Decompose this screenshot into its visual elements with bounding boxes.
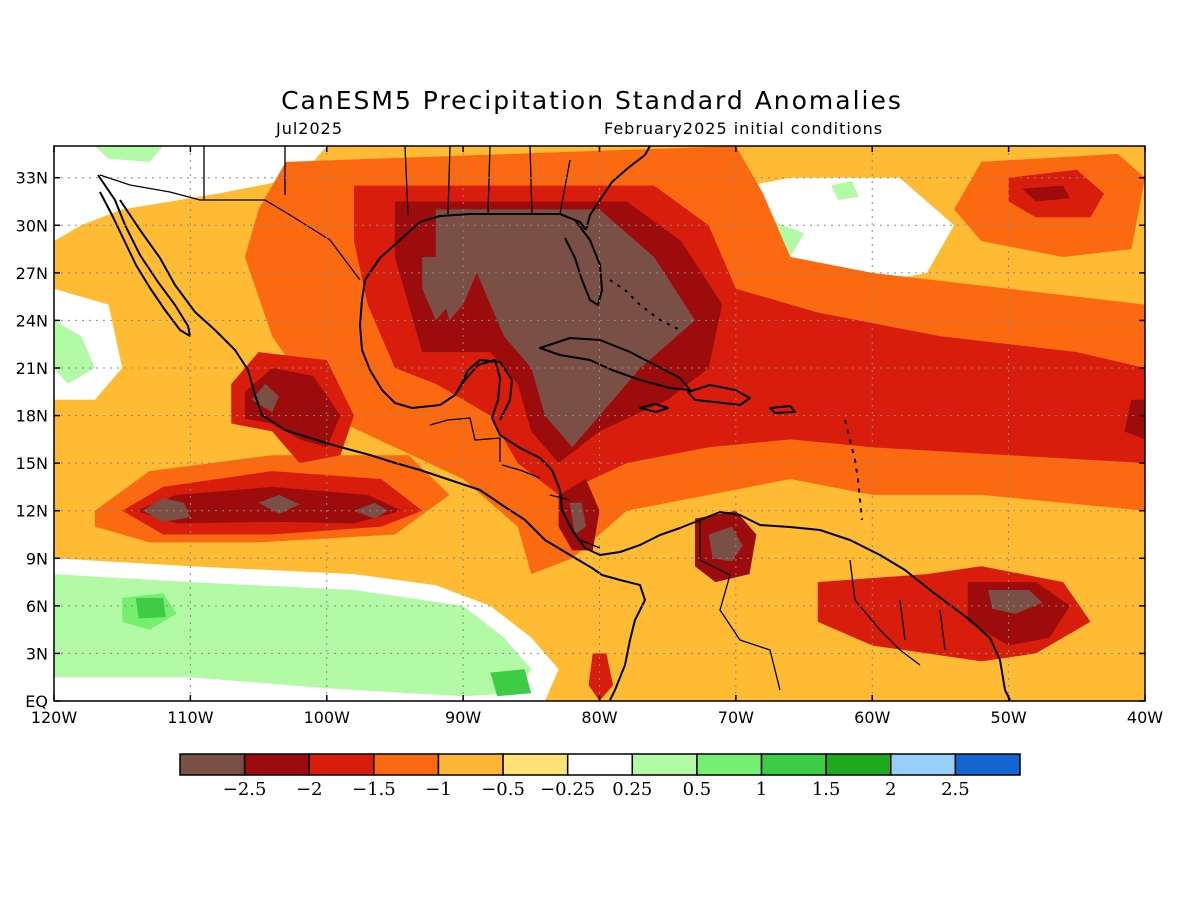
colorbar-swatch (566, 753, 634, 776)
valid-month-label: Jul2025 (276, 119, 344, 138)
colorbar-swatch (890, 753, 957, 776)
colorbar-swatch (631, 753, 698, 776)
anomaly-region-pacific-itcz-core-c (354, 502, 389, 519)
puerto-rico (769, 405, 796, 414)
anomaly-region-pacific-itcz-core-b (258, 494, 300, 514)
lesser-antilles (844, 419, 863, 521)
jamaica (639, 403, 669, 413)
colorbar-swatch (243, 753, 310, 776)
colorbar-label: −2 (296, 779, 323, 800)
lon-tick-label: 70W (718, 708, 754, 727)
anomaly-region-baja-green (54, 320, 95, 384)
florida (559, 213, 603, 306)
colorbar-swatch (373, 753, 440, 776)
anomaly-region-atlantic-green-small (831, 180, 859, 200)
lon-tick-label: 60W (854, 708, 890, 727)
colorbar-swatch (179, 753, 246, 776)
lon-tick-label: 110W (167, 708, 214, 727)
anomaly-region-guiana-core (988, 590, 1043, 614)
lat-tick-label: 24N (16, 311, 48, 330)
anomaly-region-sw-us-green (94, 146, 164, 162)
colorbar-swatch (760, 753, 827, 776)
lon-tick-label: 120W (31, 708, 78, 727)
colorbar-swatch (437, 753, 504, 776)
lat-tick-label: 21N (16, 359, 48, 378)
lon-tick-label: 40W (1127, 708, 1163, 727)
colorbar-label: −1.5 (352, 779, 396, 800)
guiana-borders (899, 599, 946, 651)
pacific-coast (119, 199, 646, 701)
us-state-lines (203, 146, 571, 216)
lon-tick-label: 100W (304, 708, 351, 727)
colorbar-swatch (696, 753, 763, 776)
colorbar-label: 0.25 (612, 779, 652, 800)
anomaly-region-ecuador-red (588, 653, 614, 701)
gulf-coast (359, 213, 587, 421)
lat-tick-label: 3N (26, 644, 48, 663)
lon-tick-label: 50W (991, 708, 1027, 727)
south-america-coast (699, 511, 1011, 701)
anomaly-region-atlantic-ne-3 (1022, 185, 1070, 202)
graticule (54, 146, 1145, 701)
lat-tick-label: 30N (16, 216, 48, 235)
lat-tick-label: 12N (16, 502, 48, 521)
colorbar-label: −0.5 (481, 779, 525, 800)
anomaly-region-mexico-west-core (251, 383, 279, 413)
us-east-coast (585, 146, 651, 231)
colorbar-label: −1 (425, 779, 452, 800)
anomaly-region-pacific-green-light (54, 574, 532, 697)
anomaly-region-pacific-green-dark-b (490, 669, 532, 697)
colorbar-label: 1.5 (812, 779, 841, 800)
mexico-guatemala-border (429, 417, 501, 462)
us-mexico-border (99, 174, 361, 281)
map-title: CanESM5 Precipitation Standard Anomalies (281, 86, 903, 115)
anomaly-region-sw-us-white (54, 146, 327, 242)
lon-tick-label: 90W (445, 708, 481, 727)
anomaly-region-venezuela-core (708, 526, 743, 562)
central-america-caribbean (551, 469, 701, 556)
anomaly-region-gulf-of-mexico-core (435, 209, 695, 448)
colombia-venezuela-border (699, 520, 781, 691)
lat-tick-label: 9N (26, 549, 48, 568)
initial-conditions-label: February2025 initial conditions (604, 119, 884, 138)
lat-tick-label: 27N (16, 264, 48, 283)
colorbar-label: 1 (756, 779, 767, 800)
colorbar-swatch (502, 753, 569, 776)
colorbar-label: 2.5 (941, 779, 970, 800)
colorbar-label: −0.25 (540, 779, 595, 800)
hispaniola (687, 384, 751, 406)
colorbar-label: 2 (885, 779, 896, 800)
venezuela-guyana-border (849, 559, 921, 666)
anomaly-field (54, 146, 1145, 701)
colorbar: −2.5 −2 −1.5 −1 −0.5 −0.25 0.25 0.5 1 1.5 2 2.5 (179, 753, 1021, 800)
colorbar-swatch (825, 753, 892, 776)
lat-tick-label: 15N (16, 454, 48, 473)
anomaly-region-sw-atlantic-e-darkred (1124, 399, 1145, 440)
yucatan-coast (454, 359, 553, 471)
coastlines (97, 146, 1011, 701)
cuba (539, 337, 691, 391)
lat-tick-label: 6N (26, 597, 48, 616)
colorbar-swatch (954, 753, 1021, 776)
lat-tick-label: EQ (25, 692, 48, 711)
central-america-borders (501, 464, 601, 549)
lon-tick-label: 80W (581, 708, 617, 727)
anomaly-region-pacific-itcz-core-a (142, 498, 191, 522)
colorbar-label: 0.5 (683, 779, 712, 800)
anomaly-region-pacific-green-dark-a (135, 597, 166, 619)
colorbar-label: −2.5 (223, 779, 267, 800)
lat-tick-label: 18N (16, 407, 48, 426)
colorbar-swatch (308, 753, 375, 776)
lat-tick-label: 33N (16, 169, 48, 188)
